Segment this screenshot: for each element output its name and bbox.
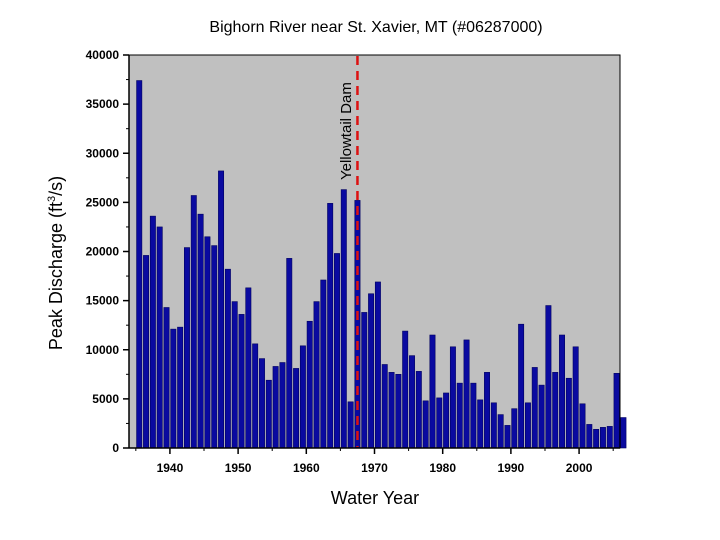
bar [347,401,354,449]
bar [531,367,538,449]
bar [238,314,245,449]
bar [334,253,340,449]
bar [511,408,518,449]
bar [252,343,259,449]
bar [593,429,600,449]
bar [381,364,388,449]
bar [143,255,150,449]
bar [613,373,620,449]
bar [177,326,184,449]
y-tick-label: 0 [112,441,119,455]
bar [490,402,497,449]
bar [470,382,477,449]
x-tick-label: 1950 [225,461,252,475]
x-axis: 1940 1950 1960 1970 1980 1990 2000 [129,447,620,475]
y-tick-label: 15000 [86,294,120,308]
y-tick-label: 10000 [86,343,120,357]
bar [518,323,525,449]
y-axis: 0 5000 10000 15000 20000 25000 30000 35000 40000 [86,48,130,455]
bar [149,215,156,449]
bar [429,334,436,449]
bar [497,414,504,449]
bar [395,374,402,449]
bar [477,399,484,449]
y-axis-label: Peak Discharge (ft3/s) [46,176,66,350]
bar [449,346,456,449]
bar [320,279,327,449]
y-tick-label: 40000 [86,48,120,62]
bar [463,339,470,449]
bar [559,334,566,449]
bar [170,328,177,449]
dam-annotation-label: Yellowtail Dam [338,82,355,180]
bar [538,384,545,449]
chart-title: Bighorn River near St. Xavier, MT (#0628… [209,19,542,36]
bar [224,268,231,449]
bar [218,170,225,449]
bar [606,426,613,449]
bar [245,287,252,449]
bar [259,358,265,449]
bar [306,320,313,449]
bar [293,368,300,449]
bar [402,330,409,449]
y-tick-label: 35000 [86,97,120,111]
bars-group [136,80,627,449]
y-tick-label: 30000 [86,146,120,160]
bar [279,362,286,449]
bar [204,236,211,449]
x-tick-label: 1940 [157,461,184,475]
y-axis-label-sup: 3 [46,196,58,202]
x-tick-label: 1990 [498,461,525,475]
bar [552,372,559,449]
bar [504,425,511,449]
plot-area [128,54,621,449]
y-tick-label: 25000 [86,195,120,209]
bar [388,372,395,449]
bar [368,293,375,449]
bar [409,355,415,449]
bar [545,305,552,449]
bar [272,366,279,449]
bar [156,226,163,449]
bar [136,80,143,449]
y-axis-label-main: Peak Discharge (ft [46,202,66,350]
y-tick-label: 20000 [86,245,120,259]
bar [415,371,422,449]
y-tick-label: 5000 [92,392,119,406]
bar [436,397,443,449]
bar [422,400,429,449]
bar [565,377,572,449]
bar [190,195,197,449]
x-tick-label: 1970 [361,461,388,475]
bar [265,379,272,449]
bar [184,247,190,449]
bar [197,213,204,449]
bar [443,392,450,449]
bar [579,403,586,449]
bar [572,346,579,449]
bar [299,345,306,449]
bar [313,301,320,449]
x-tick-label: 1960 [293,461,320,475]
bar [374,281,381,449]
bar [484,372,490,449]
bar [586,424,593,449]
bar [231,301,238,449]
bar [327,203,334,449]
bar [211,245,218,449]
x-tick-label: 1980 [429,461,456,475]
bar [163,307,170,449]
bar [456,382,463,449]
bar [340,189,347,449]
bar [524,402,531,449]
bar [599,427,606,449]
bar [620,417,627,449]
y-axis-label-tail: /s) [46,176,66,196]
x-axis-label: Water Year [331,488,419,508]
x-tick-label: 2000 [566,461,593,475]
bar [286,258,293,449]
bar [361,312,368,449]
